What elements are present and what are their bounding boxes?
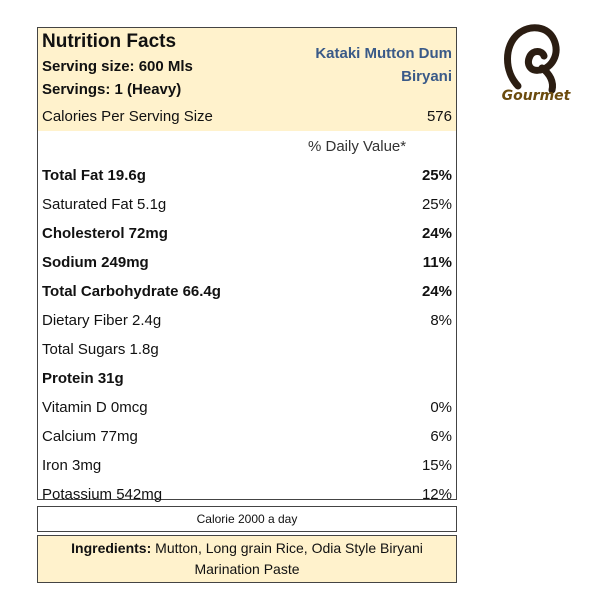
ingredients-box: Ingredients: Mutton, Long grain Rice, Od… <box>37 535 457 583</box>
nutrient-daily-value: 25% <box>421 167 452 184</box>
nutrient-label: Vitamin D 0mcg <box>42 399 148 416</box>
nutrient-label: Total Carbohydrate 66.4g <box>42 283 221 300</box>
nutrient-daily-value: 8% <box>430 312 452 329</box>
nutrient-label: Total Sugars 1.8g <box>42 341 159 358</box>
product-name-line1: Kataki Mutton Dum <box>315 45 452 62</box>
calorie-note: Calorie 2000 a day <box>37 506 457 532</box>
nutrient-row: Dietary Fiber 2.4g 8% <box>38 306 456 335</box>
nutrient-row: Total Carbohydrate 66.4g 24% <box>38 277 456 306</box>
nutrient-list: Total Fat 19.6g 25% Saturated Fat 5.1g 25% C… <box>38 161 456 509</box>
nutrient-daily-value: 12% <box>421 486 452 503</box>
nutrient-label: Cholesterol 72mg <box>42 225 168 242</box>
nutrient-label: Protein 31g <box>42 370 124 387</box>
gourmet-logo-icon <box>504 24 560 94</box>
nutrient-row: Sodium 249mg 11% <box>38 248 456 277</box>
panel-title: Nutrition Facts <box>42 31 177 52</box>
serving-size: Serving size: 600 Mls <box>42 58 193 75</box>
nutrient-daily-value: 15% <box>421 457 452 474</box>
nutrient-row: Cholesterol 72mg 24% <box>38 219 456 248</box>
nutrient-daily-value: 11% <box>422 254 452 271</box>
nutrient-label: Saturated Fat 5.1g <box>42 196 167 213</box>
nutrient-daily-value: 6% <box>430 428 452 445</box>
nutrient-label: Dietary Fiber 2.4g <box>42 312 162 329</box>
nutrient-row: Potassium 542mg 12% <box>38 480 456 509</box>
calories-label: Calories Per Serving Size <box>42 108 213 125</box>
nutrient-daily-value: 24% <box>421 225 452 242</box>
panel-header: Nutrition Facts Serving size: 600 Mls Se… <box>38 28 456 131</box>
nutrient-row: Saturated Fat 5.1g 25% <box>38 190 456 219</box>
ingredients-label: Ingredients: <box>71 540 152 556</box>
nutrient-row: Protein 31g <box>38 364 456 393</box>
servings: Servings: 1 (Heavy) <box>42 81 182 98</box>
ingredients-text: Mutton, Long grain Rice, Odia Style Biry… <box>151 540 423 577</box>
nutrient-label: Potassium 542mg <box>42 486 163 503</box>
nutrient-row: Total Sugars 1.8g <box>38 335 456 364</box>
product-name: Kataki Mutton Dum Biryani <box>282 42 452 88</box>
product-name-line2: Biryani <box>401 68 452 85</box>
logo-text: Gourmet <box>501 88 571 104</box>
nutrient-row: Vitamin D 0mcg 0% <box>38 393 456 422</box>
nutrient-label: Iron 3mg <box>42 457 102 474</box>
nutrient-daily-value: 25% <box>421 196 452 213</box>
nutrient-label: Calcium 77mg <box>42 428 138 445</box>
daily-value-header: % Daily Value* <box>308 138 407 155</box>
nutrition-facts-panel: Nutrition Facts Serving size: 600 Mls Se… <box>37 27 457 503</box>
nutrient-row: Total Fat 19.6g 25% <box>38 161 456 190</box>
nutrient-label: Sodium 249mg <box>42 254 149 271</box>
calories-value: 576 <box>426 108 452 125</box>
nutrient-row: Iron 3mg 15% <box>38 451 456 480</box>
nutrient-daily-value: 24% <box>421 283 452 300</box>
nutrient-row: Calcium 77mg 6% <box>38 422 456 451</box>
nutrient-daily-value: 0% <box>430 399 452 416</box>
nutrient-label: Total Fat 19.6g <box>42 167 146 184</box>
